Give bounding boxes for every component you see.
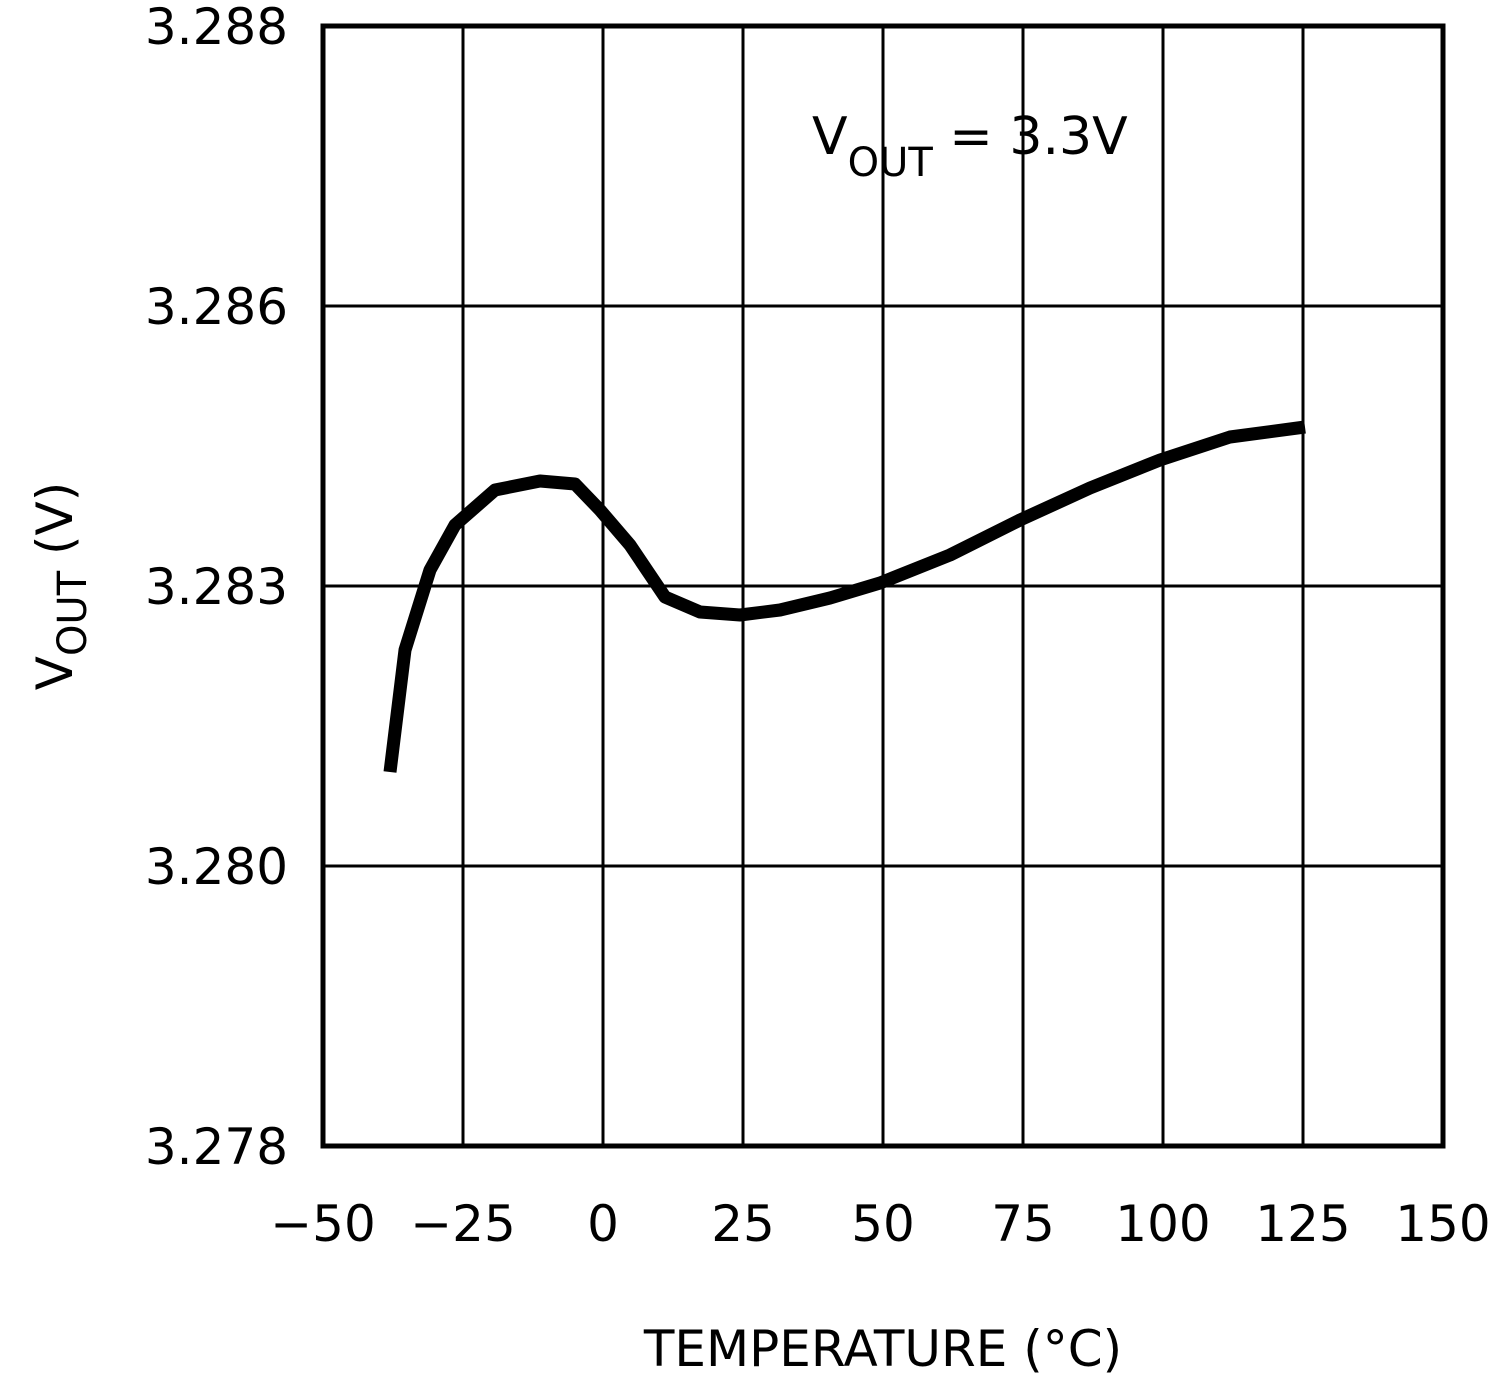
x-axis-title: TEMPERATURE (°C) bbox=[643, 1320, 1122, 1376]
svg-text:VOUT = 3.3V: VOUT = 3.3V bbox=[812, 107, 1128, 186]
y-axis-title-main: V bbox=[26, 656, 84, 690]
y-tick-label: 3.283 bbox=[145, 558, 288, 616]
annotation-rest: = 3.3V bbox=[933, 107, 1128, 167]
y-axis-title: VOUT (V) bbox=[26, 482, 96, 691]
x-tick-label: 100 bbox=[1115, 1195, 1210, 1253]
annotation-main: V bbox=[812, 107, 848, 167]
y-axis-ticks: 3.288 3.286 3.283 3.280 3.278 bbox=[145, 0, 288, 1176]
x-axis-ticks: −50 −25 0 25 50 75 100 125 150 bbox=[270, 1195, 1489, 1253]
x-tick-label: 125 bbox=[1255, 1195, 1350, 1253]
y-axis-title-rest: (V) bbox=[26, 482, 84, 571]
y-axis-title-sub: OUT bbox=[50, 570, 96, 656]
x-tick-label: 0 bbox=[587, 1195, 619, 1253]
y-tick-label: 3.286 bbox=[145, 278, 288, 336]
annotation-sub: OUT bbox=[848, 140, 934, 186]
vout-curve bbox=[383, 420, 1306, 773]
x-tick-label: 50 bbox=[851, 1195, 915, 1253]
x-tick-label: 75 bbox=[991, 1195, 1055, 1253]
y-tick-label: 3.288 bbox=[145, 0, 288, 56]
annotation-vout: VOUT = 3.3V bbox=[812, 107, 1128, 186]
x-tick-label: 25 bbox=[711, 1195, 775, 1253]
svg-text:VOUT (V): VOUT (V) bbox=[26, 482, 96, 691]
plot-frame bbox=[320, 23, 1446, 1149]
x-tick-label: −25 bbox=[410, 1195, 516, 1253]
y-tick-label: 3.278 bbox=[145, 1118, 288, 1176]
x-tick-label: −50 bbox=[270, 1195, 376, 1253]
x-tick-label: 150 bbox=[1395, 1195, 1489, 1253]
y-tick-label: 3.280 bbox=[145, 838, 288, 896]
